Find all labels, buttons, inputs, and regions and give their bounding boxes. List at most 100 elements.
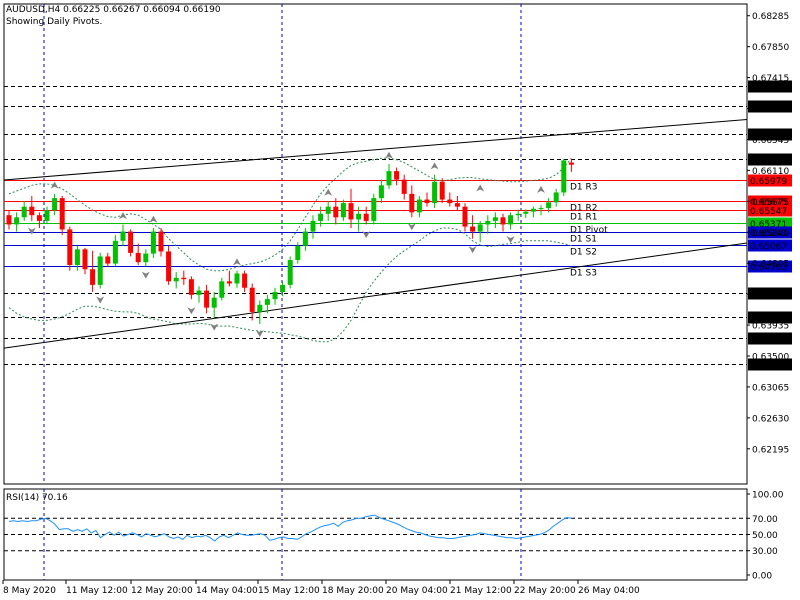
pivot-label: D1 S1	[570, 235, 597, 245]
price-tick-label: 0.66110	[752, 167, 789, 177]
candle-body	[416, 199, 422, 213]
candle-body	[166, 251, 172, 282]
price-tag: 0.65547	[750, 207, 787, 217]
candle-body	[196, 290, 202, 295]
candle-body	[295, 245, 301, 260]
price-tick-label: 0.65675	[752, 198, 789, 208]
fractals	[27, 151, 545, 337]
indicator-note: Showing Daily Pivots.	[6, 17, 102, 27]
candle-body	[257, 304, 263, 312]
rsi-tick-label: 70.00	[752, 515, 778, 525]
fractal-down-arrow	[407, 223, 416, 231]
candle-body	[21, 206, 27, 218]
price-tick-label: 0.63500	[752, 353, 789, 363]
candle-body	[394, 171, 400, 180]
fractal-up-arrow	[324, 188, 333, 196]
candle-body	[492, 217, 498, 221]
fractal-up-arrow	[476, 184, 485, 192]
fractal-up-arrow	[430, 162, 439, 170]
candle-body	[409, 193, 415, 213]
time-tick-label: 11 May 12:00	[66, 586, 128, 596]
candle-body	[219, 281, 225, 298]
candle-body	[6, 215, 12, 225]
price-tag: 0.65371	[750, 220, 787, 230]
time-tick-label: 21 May 12:00	[450, 586, 512, 596]
price-tag-bg	[748, 204, 792, 217]
fractal-up-arrow	[233, 258, 241, 266]
pivot-label: D1 S2	[570, 248, 597, 258]
candle-body	[318, 213, 324, 221]
rsi-tick-label: 0.00	[752, 572, 772, 582]
candle-body	[158, 231, 164, 252]
price-tag-bg	[748, 153, 792, 166]
candle-body	[264, 299, 270, 305]
candle-body	[173, 277, 179, 282]
rsi-tick-label: 100.00	[752, 491, 784, 501]
candle-body	[310, 220, 316, 232]
candle-body	[226, 281, 232, 284]
fractal-down-arrow	[96, 296, 105, 304]
candle-body	[546, 202, 552, 209]
fractal-down-arrow	[506, 236, 515, 244]
candle-body	[439, 181, 445, 200]
candle-body	[128, 231, 134, 253]
time-tick-label: 12 May 20:00	[131, 586, 193, 596]
candle-body	[553, 192, 559, 203]
candle-body	[500, 217, 506, 225]
price-tick-label: 0.67415	[752, 74, 789, 84]
fractal-down-arrow	[255, 329, 264, 337]
time-tick-label: 8 May 2020	[3, 586, 56, 596]
price-tag: 0.64047	[750, 314, 787, 324]
fractal-up-arrow	[50, 181, 59, 189]
candle-body	[401, 179, 407, 194]
bands	[8, 157, 572, 343]
candle-body	[424, 199, 430, 204]
price-tag-bg	[748, 128, 792, 141]
candle-body	[485, 220, 491, 225]
time-axis: 8 May 2020 11 May 12:00 12 May 20:00 14 May…	[2, 580, 640, 596]
candle-body	[249, 287, 255, 312]
candle-body	[477, 224, 483, 232]
pivot-label: D1 Pivot	[570, 226, 608, 236]
time-tick-label: 15 May 12:00	[258, 586, 320, 596]
pivot-label: D1 S3	[570, 269, 597, 279]
price-tick-label: 0.63935	[752, 322, 789, 332]
rsi-panel: 100.00 70.00 50.00 30.00 0.00	[4, 491, 784, 582]
price-tick-label: 0.64370	[752, 291, 789, 301]
candle-body	[90, 269, 96, 285]
price-tick-label: 0.67850	[752, 43, 789, 53]
price-tag-bg	[748, 287, 792, 300]
candle-body	[234, 273, 240, 284]
upper-trendline	[3, 118, 748, 181]
price-tag: 0.65675	[750, 198, 787, 208]
price-tag-bg	[748, 80, 792, 93]
price-tag: 0.64387	[750, 290, 787, 300]
candle-body	[97, 256, 103, 285]
price-tag: 0.65243	[750, 229, 787, 239]
time-tick-label: 20 May 04:00	[386, 586, 448, 596]
candle-body	[325, 206, 331, 214]
candle-body	[363, 213, 369, 221]
price-tag-bg	[748, 226, 792, 239]
lower-trendline	[3, 242, 748, 349]
time-tick-label: 18 May 20:00	[322, 586, 384, 596]
candle-body	[181, 277, 187, 280]
price-tick-label: 0.66545	[752, 136, 789, 146]
price-tag: 0.65067	[750, 242, 787, 252]
pivot-label: D1 R3	[570, 183, 598, 193]
price-tag-bg	[748, 358, 792, 371]
rsi-tick-label: 50.00	[752, 531, 778, 541]
candle-body	[386, 171, 392, 186]
candlesticks	[6, 159, 574, 324]
band-upper	[8, 157, 572, 272]
price-tag: 0.65979	[750, 177, 787, 187]
time-tick-label: 14 May 04:00	[196, 586, 258, 596]
price-tag-bg	[748, 260, 792, 273]
candle-body	[29, 206, 35, 216]
price-tick-label: 0.68285	[752, 12, 789, 22]
candle-body	[530, 208, 536, 212]
candle-body	[242, 273, 248, 288]
time-tick-label: 26 May 04:00	[578, 586, 640, 596]
price-tag-bg	[748, 174, 792, 187]
fractal-down-arrow	[141, 271, 150, 279]
